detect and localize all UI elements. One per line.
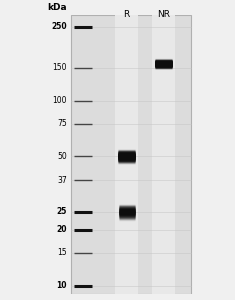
Bar: [71, 15, 191, 294]
Text: 150: 150: [52, 64, 67, 73]
Text: 15: 15: [57, 248, 67, 257]
Text: 20: 20: [56, 225, 67, 234]
Text: 10: 10: [56, 281, 67, 290]
Bar: [152, 15, 175, 294]
Text: 50: 50: [57, 152, 67, 161]
Text: kDa: kDa: [47, 3, 67, 12]
Text: 100: 100: [52, 96, 67, 105]
Text: 250: 250: [51, 22, 67, 32]
Text: NR: NR: [157, 10, 170, 19]
Text: 37: 37: [57, 176, 67, 185]
Text: R: R: [124, 10, 130, 19]
Text: 25: 25: [56, 207, 67, 216]
Bar: [115, 15, 138, 294]
Text: 75: 75: [57, 119, 67, 128]
